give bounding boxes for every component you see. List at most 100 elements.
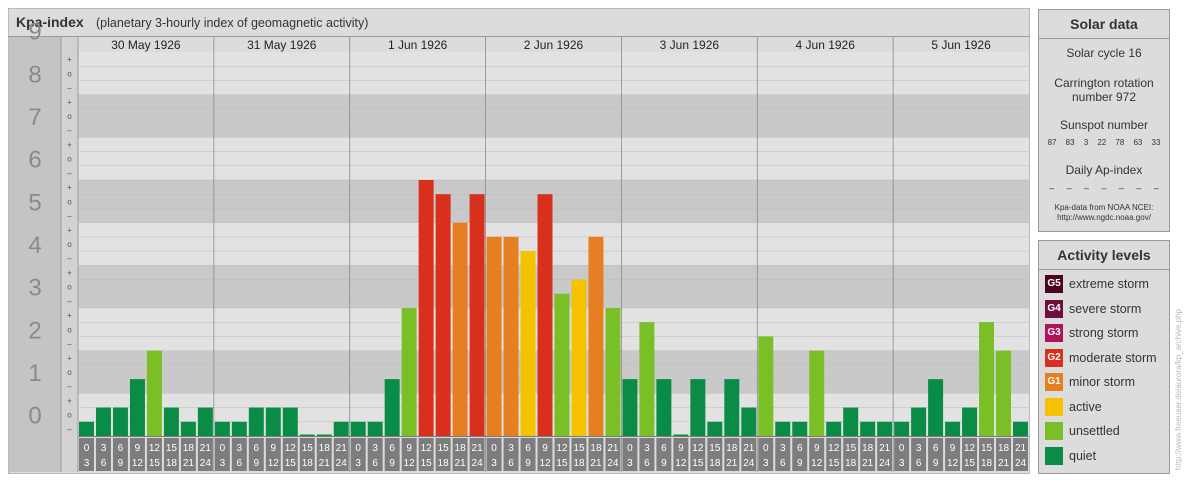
kp-bar <box>112 407 128 436</box>
time-slot-box <box>860 438 876 471</box>
kp-bar <box>928 379 944 436</box>
y-tick-label: 0 <box>28 403 41 430</box>
time-slot-start: 6 <box>933 443 939 454</box>
time-slot-start: 3 <box>644 443 650 454</box>
activity-levels-title: Activity levels <box>1039 241 1169 270</box>
kp-bar <box>894 421 910 436</box>
y-tick-label: 3 <box>28 275 41 302</box>
kp-bar <box>979 322 995 436</box>
level-label: minor storm <box>1069 375 1135 390</box>
credit-line: Kpa-data from NOAA NCEI: <box>1054 203 1154 212</box>
time-slot-end: 9 <box>661 458 667 469</box>
time-slot-start: 15 <box>302 443 314 454</box>
time-slot-end: 9 <box>389 458 395 469</box>
kp-bar <box>316 434 332 436</box>
kp-bar <box>214 421 230 436</box>
kp-bar <box>163 407 179 436</box>
time-slot-box <box>282 438 298 471</box>
time-slot-box <box>146 438 162 471</box>
time-slot-box <box>928 438 944 471</box>
time-slot-box <box>945 438 961 471</box>
time-slot-start: 21 <box>336 443 348 454</box>
time-slot-box <box>877 438 893 471</box>
kp-bar <box>435 194 451 436</box>
time-slot-end: 24 <box>200 458 212 469</box>
y-band <box>78 308 1029 351</box>
day-label: 1 Jun 1926 <box>388 38 448 52</box>
kp-bar <box>367 421 383 436</box>
level-swatch <box>1045 397 1063 416</box>
level-label: active <box>1069 399 1102 414</box>
solar-data-panel: Solar data Solar cycle 16 Carrington rot… <box>1038 9 1170 232</box>
kp-bar <box>996 350 1012 436</box>
ap-value: – <box>1049 183 1055 193</box>
sunspot-values: 87 83 3 22 78 63 33 <box>1039 138 1169 147</box>
time-slot-box <box>435 438 451 471</box>
minor-tick-label: + <box>67 183 72 192</box>
kp-bar <box>690 379 706 436</box>
time-slot-box <box>792 438 808 471</box>
time-slot-box <box>894 438 910 471</box>
kp-bar <box>724 379 740 436</box>
y-tick-label: 9 <box>28 19 41 46</box>
kp-bar <box>265 407 281 436</box>
time-slot-end: 12 <box>675 458 687 469</box>
time-slot-end: 6 <box>916 458 922 469</box>
kp-bar <box>79 421 94 436</box>
time-slot-start: 12 <box>964 443 976 454</box>
time-slot-end: 21 <box>590 458 602 469</box>
kp-bar <box>452 222 468 436</box>
level-label: moderate storm <box>1069 350 1157 365</box>
time-slot-end: 3 <box>84 458 90 469</box>
time-slot-end: 9 <box>254 458 260 469</box>
time-slot-end: 15 <box>692 458 704 469</box>
kp-bar <box>503 236 519 436</box>
chart-subtitle: (planetary 3-hourly index of geomagnetic… <box>96 16 368 30</box>
time-slot-start: 18 <box>183 443 195 454</box>
time-slot-end: 18 <box>981 458 993 469</box>
minor-tick-label: – <box>67 382 72 391</box>
day-label: 3 Jun 1926 <box>660 38 720 52</box>
y-tick-label: 8 <box>28 61 41 88</box>
time-slot-start: 15 <box>438 443 450 454</box>
time-slot-box <box>333 438 349 471</box>
time-slot-end: 12 <box>404 458 416 469</box>
kp-bar <box>792 421 808 436</box>
sunspot-value: 33 <box>1151 138 1161 147</box>
time-slot-end: 6 <box>780 458 786 469</box>
time-slot-box <box>299 438 315 471</box>
level-label: extreme storm <box>1069 277 1149 292</box>
time-slot-end: 21 <box>862 458 874 469</box>
time-slot-box <box>503 438 519 471</box>
kp-bar <box>180 421 196 436</box>
time-slot-start: 3 <box>372 443 378 454</box>
sunspot-value: 3 <box>1083 138 1089 147</box>
time-slot-box <box>1013 438 1028 471</box>
kp-bar <box>333 421 349 436</box>
kp-bar <box>622 379 638 436</box>
activity-levels-list: G5 extreme storm G4 severe storm G3 strong st… <box>1039 270 1169 468</box>
kp-bar <box>775 421 791 436</box>
time-slot-start: 12 <box>285 443 297 454</box>
sunspot-value: 83 <box>1065 138 1075 147</box>
time-slot-end: 21 <box>726 458 738 469</box>
time-slot-start: 0 <box>491 443 497 454</box>
level-label: unsettled <box>1069 424 1120 439</box>
minor-tick-label: o <box>67 368 72 377</box>
level-label: quiet <box>1069 448 1097 463</box>
kp-bar <box>197 407 213 436</box>
level-label: severe storm <box>1069 301 1142 316</box>
time-slot-box <box>79 438 94 471</box>
y-tick-label: 5 <box>28 189 41 216</box>
time-slot-box <box>673 438 689 471</box>
time-slot-start: 15 <box>166 443 178 454</box>
level-swatch <box>1045 446 1063 465</box>
minor-tick-label: – <box>67 340 72 349</box>
time-slot-end: 15 <box>556 458 568 469</box>
time-slot-end: 21 <box>998 458 1010 469</box>
day-label: 4 Jun 1926 <box>796 38 856 52</box>
ap-value: – <box>1118 183 1124 193</box>
y-band <box>78 222 1029 266</box>
kpa-chart: Kpa-index (planetary 3-hourly index of g… <box>8 8 1030 474</box>
time-slot-start: 12 <box>149 443 161 454</box>
